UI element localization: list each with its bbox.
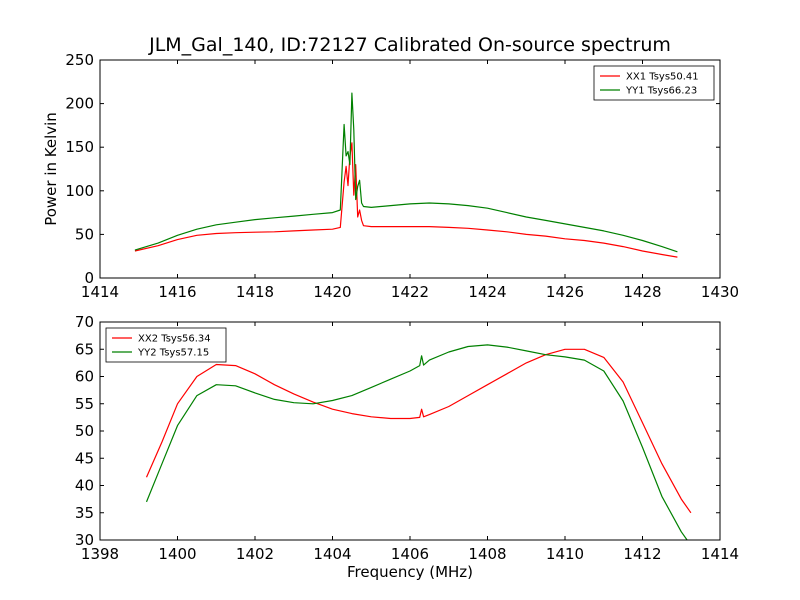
x-tick-label: 1414 — [701, 545, 739, 563]
y-tick-label: 50 — [75, 422, 94, 440]
x-tick-label: 1406 — [391, 545, 429, 563]
x-tick-label: 1426 — [546, 283, 584, 301]
series-line-1-1 — [134, 142, 678, 258]
y-tick-label: 45 — [75, 449, 94, 467]
y-tick-label: 200 — [65, 95, 94, 113]
legend-entry: YY2 Tsys57.15 — [137, 348, 209, 359]
y-tick-label: 60 — [75, 368, 94, 386]
x-tick-label: 1416 — [158, 283, 196, 301]
y-tick-label: 65 — [75, 340, 94, 358]
legend-entry: XX1 Tsys50.41 — [626, 72, 699, 83]
y-tick-label: 30 — [75, 531, 94, 549]
legend-box — [593, 65, 715, 101]
y-tick-label: 35 — [75, 504, 94, 522]
y-tick-label: 100 — [65, 182, 94, 200]
plot-panel-1: 1414 1416 1418 1420 1422 1424 1426 1428 1430 0 50 1… — [42, 51, 739, 301]
y-tick-label: 150 — [65, 138, 94, 156]
y-tick-label: 0 — [84, 269, 94, 287]
y-tick-label: 40 — [75, 477, 94, 495]
plot-panel-2: 1398 1400 1402 1404 1406 1408 1410 1412 1414 30 35… — [75, 313, 739, 581]
x-tick-label: 1408 — [468, 545, 506, 563]
chart-title: JLM_Gal_140, ID:72127 Calibrated On-sour… — [149, 34, 671, 56]
y-tick-label: 70 — [75, 313, 94, 331]
x-tick-label: 1420 — [313, 283, 351, 301]
x-tick-label: 1428 — [623, 283, 661, 301]
legend-entry: YY1 Tsys66.23 — [625, 86, 697, 97]
x-tick-label: 1418 — [236, 283, 274, 301]
x-tick-label: 1414 — [81, 283, 119, 301]
x-tick-label: 1430 — [701, 283, 739, 301]
y-tick-label: 250 — [65, 51, 94, 69]
legend-entry: XX2 Tsys56.34 — [138, 334, 211, 345]
y-tick-label: 50 — [75, 225, 94, 243]
x-tick-label: 1400 — [158, 545, 196, 563]
x-axis-label: Frequency (MHz) — [347, 563, 473, 581]
series-line-1-2 — [134, 92, 678, 253]
y-axis-label: Power in Kelvin — [42, 112, 60, 226]
x-tick-label: 1422 — [391, 283, 429, 301]
x-tick-label: 1402 — [236, 545, 274, 563]
legend: XX2 Tsys56.34 YY2 Tsys57.15 — [105, 327, 227, 363]
y-tick-label: 55 — [75, 395, 94, 413]
x-tick-label: 1412 — [623, 545, 661, 563]
legend-box — [105, 327, 227, 363]
x-tick-label: 1410 — [546, 545, 584, 563]
x-tick-label: 1424 — [468, 283, 506, 301]
series-line-2-2 — [145, 344, 688, 541]
series-line-2-1 — [145, 348, 692, 514]
legend: XX1 Tsys50.41 YY1 Tsys66.23 — [593, 65, 715, 101]
x-tick-label: 1404 — [313, 545, 351, 563]
x-tick-label: 1398 — [81, 545, 119, 563]
